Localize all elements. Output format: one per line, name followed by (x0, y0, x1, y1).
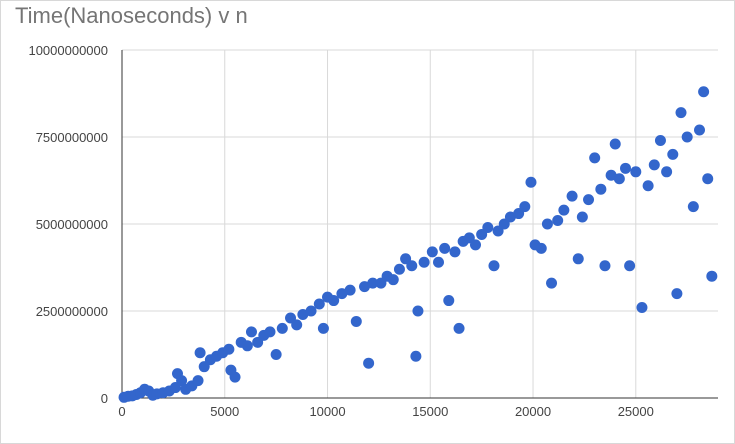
data-point (426, 246, 438, 258)
data-point (387, 274, 399, 286)
data-point (305, 305, 317, 317)
data-point (344, 284, 356, 296)
data-point (519, 201, 531, 213)
data-point (194, 347, 206, 359)
x-tick-label: 20000 (515, 404, 551, 419)
data-point (624, 260, 636, 272)
data-point (297, 308, 309, 320)
data-point (449, 246, 461, 258)
data-point (702, 173, 714, 185)
data-point (412, 305, 424, 317)
data-point (393, 263, 405, 275)
data-point (328, 295, 340, 307)
data-point (661, 166, 673, 178)
data-point (264, 326, 276, 338)
data-point (504, 211, 516, 223)
data-point (488, 260, 500, 272)
data-point (453, 322, 465, 334)
data-point (694, 124, 706, 136)
data-point (410, 350, 422, 362)
axes (121, 50, 718, 399)
data-point (443, 295, 455, 307)
data-point (541, 218, 553, 230)
data-point (583, 194, 595, 206)
data-point (270, 349, 282, 360)
data-point (482, 221, 494, 233)
x-tick-label: 25000 (618, 404, 654, 419)
data-point (671, 288, 683, 300)
data-point (636, 302, 648, 314)
data-point (566, 190, 578, 202)
x-tick-label: 15000 (412, 404, 448, 419)
data-point (367, 277, 379, 289)
data-point (595, 183, 607, 195)
data-point (589, 152, 601, 164)
data-point (535, 242, 547, 254)
y-tick-label: 0 (101, 391, 108, 406)
data-point (363, 357, 375, 369)
chart-title: Time(Nanoseconds) v n (15, 3, 248, 28)
data-point (418, 256, 430, 268)
data-point (439, 242, 451, 254)
data-point (667, 148, 679, 160)
data-point (469, 239, 481, 251)
x-tick-label: 0 (118, 404, 125, 419)
data-point (432, 256, 444, 268)
data-point (546, 277, 558, 289)
data-point (406, 260, 418, 272)
y-tick-label: 2500000000 (36, 304, 108, 319)
data-point (317, 322, 329, 334)
data-point (681, 131, 693, 143)
data-point (313, 298, 325, 310)
x-tick-label: 5000 (210, 404, 239, 419)
tick-labels: 0 5000 10000 15000 20000 25000 0 2500000000 5000… (28, 43, 653, 419)
data-point (359, 281, 371, 293)
data-point (675, 107, 687, 119)
data-point (291, 319, 303, 331)
data-point (572, 253, 584, 265)
data-point (176, 375, 188, 387)
data-point (609, 138, 621, 150)
data-point (241, 340, 253, 352)
data-points (118, 86, 718, 403)
data-point (558, 204, 570, 216)
data-point (706, 270, 718, 282)
data-point (630, 166, 642, 178)
data-point (613, 173, 625, 185)
data-point (276, 322, 288, 334)
data-point (192, 375, 204, 387)
data-point (687, 201, 699, 213)
y-tick-label: 10000000000 (28, 43, 108, 58)
data-point (642, 180, 654, 192)
gridlines (122, 49, 718, 398)
data-point (648, 159, 660, 171)
data-point (620, 162, 632, 174)
data-point (552, 215, 564, 227)
data-point (605, 169, 617, 181)
x-tick-label: 10000 (309, 404, 345, 419)
data-point (245, 326, 257, 338)
data-point (599, 260, 611, 272)
data-point (350, 315, 362, 327)
data-point (576, 211, 588, 223)
data-point (525, 176, 537, 188)
y-tick-label: 7500000000 (36, 130, 108, 145)
data-point (229, 371, 241, 383)
data-point (654, 134, 666, 146)
data-point (223, 343, 235, 355)
y-tick-label: 5000000000 (36, 217, 108, 232)
data-point (336, 288, 348, 300)
data-point (698, 86, 710, 98)
